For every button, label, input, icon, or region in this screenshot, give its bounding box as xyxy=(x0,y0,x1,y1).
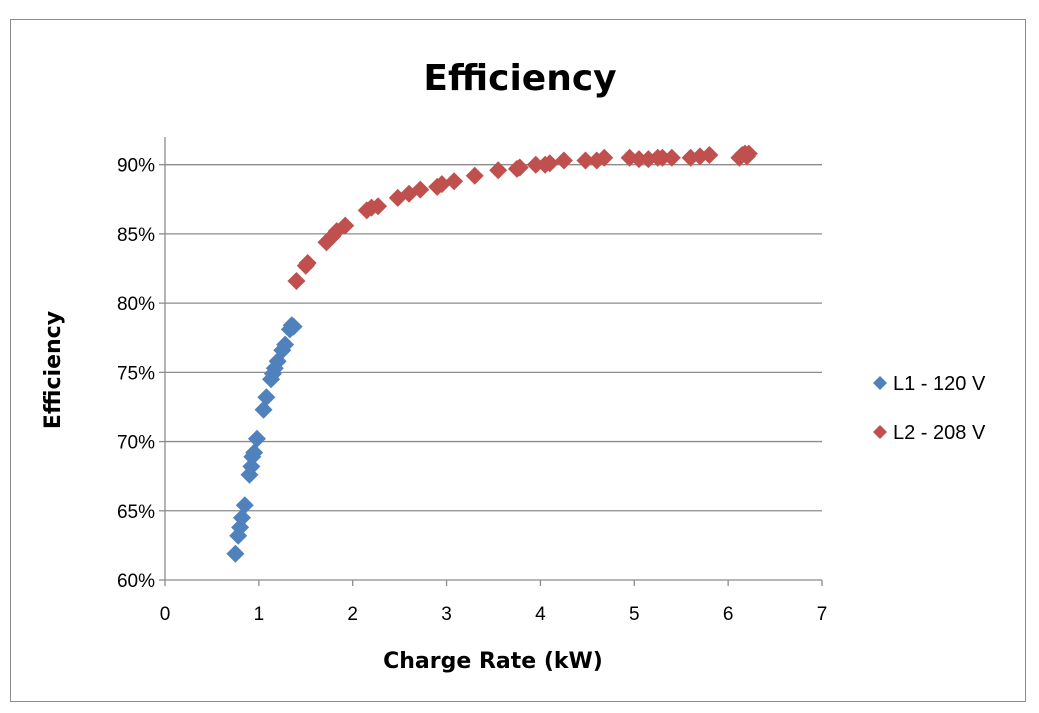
chart-area xyxy=(10,19,1026,702)
x-tick-label: 0 xyxy=(160,604,171,625)
y-tick-label: 60% xyxy=(117,571,155,592)
data-point xyxy=(540,154,559,173)
legend-label: L2 - 208 V xyxy=(893,422,986,444)
data-point xyxy=(287,271,306,290)
x-tick-label: 1 xyxy=(254,604,265,625)
y-tick-label: 65% xyxy=(117,502,155,523)
x-axis-ticks: 0 1 2 3 4 5 6 7 xyxy=(160,580,828,625)
x-tick-label: 6 xyxy=(723,604,734,625)
data-points xyxy=(226,144,758,563)
x-tick-label: 5 xyxy=(629,604,640,625)
data-point xyxy=(257,388,276,407)
data-point xyxy=(554,151,573,170)
y-tick-label: 70% xyxy=(117,433,155,454)
y-axis-ticks: 60% 65% 70% 75% 80% 85% 90% xyxy=(117,156,165,592)
data-point xyxy=(510,158,529,177)
gridlines xyxy=(165,164,822,512)
data-point xyxy=(739,144,758,163)
x-tick-label: 7 xyxy=(817,604,828,625)
data-point xyxy=(653,148,672,167)
legend: L1 - 120 V L2 - 208 V xyxy=(873,373,986,444)
data-point xyxy=(254,400,273,419)
y-tick-label: 85% xyxy=(117,225,155,246)
y-axis-title: Efficiency xyxy=(41,311,66,429)
x-tick-label: 3 xyxy=(441,604,452,625)
axes xyxy=(164,137,822,581)
legend-marker xyxy=(873,376,887,390)
x-tick-label: 4 xyxy=(535,604,546,625)
data-point xyxy=(235,496,254,515)
data-point xyxy=(247,429,266,448)
data-point xyxy=(232,508,251,527)
legend-marker xyxy=(873,425,887,439)
data-point xyxy=(465,166,484,185)
series-1 xyxy=(226,316,303,563)
chart-title: Efficiency xyxy=(423,58,616,99)
data-point xyxy=(432,175,451,194)
data-point xyxy=(298,253,317,272)
x-axis-title: Charge Rate (kW) xyxy=(383,649,603,674)
data-point xyxy=(445,172,464,191)
data-point xyxy=(336,216,355,235)
data-point xyxy=(284,317,303,336)
y-tick-label: 75% xyxy=(117,363,155,384)
data-point xyxy=(595,148,614,167)
data-point xyxy=(411,180,430,199)
data-point xyxy=(662,148,681,167)
data-point xyxy=(245,443,264,462)
data-point xyxy=(226,544,245,563)
data-point xyxy=(629,150,648,169)
data-point xyxy=(369,197,388,216)
data-point xyxy=(489,161,508,180)
data-point xyxy=(526,155,545,174)
series-2 xyxy=(287,144,758,290)
y-tick-label: 80% xyxy=(117,294,155,315)
data-point xyxy=(576,151,595,170)
data-point xyxy=(276,335,295,354)
x-tick-label: 2 xyxy=(347,604,358,625)
y-tick-label: 90% xyxy=(117,156,155,177)
legend-label: L1 - 120 V xyxy=(893,373,986,395)
data-point xyxy=(700,145,719,164)
